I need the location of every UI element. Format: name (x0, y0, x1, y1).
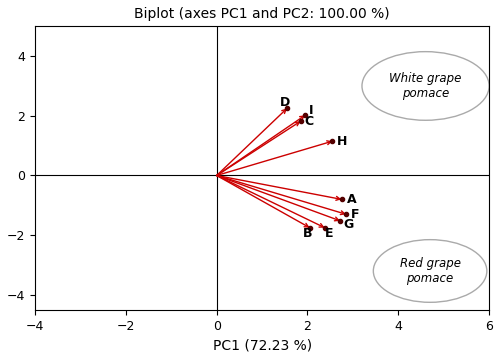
Text: A: A (347, 193, 356, 206)
Text: I: I (309, 104, 314, 117)
Text: Red grape
pomace: Red grape pomace (400, 257, 460, 285)
Text: White grape
pomace: White grape pomace (390, 72, 462, 100)
Text: G: G (344, 218, 354, 231)
X-axis label: PC1 (72.23 %): PC1 (72.23 %) (212, 338, 312, 352)
Text: F: F (350, 208, 359, 221)
Text: H: H (337, 135, 347, 148)
Text: D: D (280, 97, 290, 109)
Title: Biplot (axes PC1 and PC2: 100.00 %): Biplot (axes PC1 and PC2: 100.00 %) (134, 7, 390, 21)
Text: C: C (304, 115, 314, 128)
Text: B: B (303, 227, 312, 239)
Text: E: E (324, 227, 333, 239)
